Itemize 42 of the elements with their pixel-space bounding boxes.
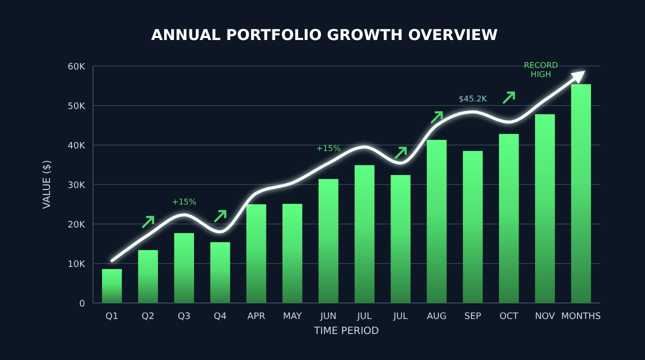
x-axis-title: TIME PERIOD bbox=[313, 326, 380, 337]
y-axis-title: VALUE ($) bbox=[42, 160, 53, 210]
x-tick-label: Q2 bbox=[142, 312, 154, 322]
x-tick-label: MAY bbox=[283, 312, 302, 322]
bar bbox=[102, 269, 122, 303]
bar bbox=[210, 242, 230, 303]
bar bbox=[318, 178, 338, 303]
bar bbox=[354, 165, 374, 303]
annotation: RECORD HIGH bbox=[524, 60, 558, 79]
y-tick-label: 60K bbox=[68, 62, 86, 72]
x-tick-label: Q4 bbox=[214, 312, 227, 322]
x-tick-label: JUL bbox=[356, 312, 372, 322]
bar bbox=[426, 140, 447, 303]
x-tick-label: MONTHS bbox=[561, 312, 602, 322]
bar bbox=[535, 114, 555, 303]
y-tick-label: 0 bbox=[79, 300, 86, 310]
y-tick-label: 10K bbox=[68, 260, 86, 270]
bar bbox=[390, 175, 411, 303]
bar bbox=[138, 250, 158, 303]
chart-title: ANNUAL PORTFOLIO GROWTH OVERVIEW bbox=[151, 26, 498, 44]
y-tick-label: 40K bbox=[68, 142, 86, 152]
bar bbox=[282, 204, 302, 303]
x-tick-label: SEP bbox=[464, 312, 482, 322]
bar bbox=[174, 233, 194, 303]
y-tick-label: 20K bbox=[68, 220, 86, 230]
x-tick-label: NOV bbox=[535, 312, 556, 322]
x-tick-label: JUL bbox=[392, 312, 408, 322]
x-tick-label: Q3 bbox=[178, 312, 191, 322]
x-tick-label: Q1 bbox=[106, 312, 118, 322]
annotation: $45.2K bbox=[458, 94, 488, 104]
annotation: +15% bbox=[172, 197, 197, 206]
y-tick-label: 50K bbox=[68, 102, 86, 112]
bar bbox=[462, 150, 483, 303]
bar bbox=[246, 204, 266, 303]
x-tick-label: JUN bbox=[319, 312, 336, 322]
x-tick-label: OCT bbox=[499, 312, 519, 322]
bar bbox=[498, 134, 519, 303]
bar bbox=[571, 84, 591, 303]
x-tick-label: AUG bbox=[426, 312, 447, 322]
annotation: +15% bbox=[316, 144, 342, 153]
x-tick-label: APR bbox=[247, 312, 266, 322]
y-tick-label: 30K bbox=[68, 181, 86, 191]
